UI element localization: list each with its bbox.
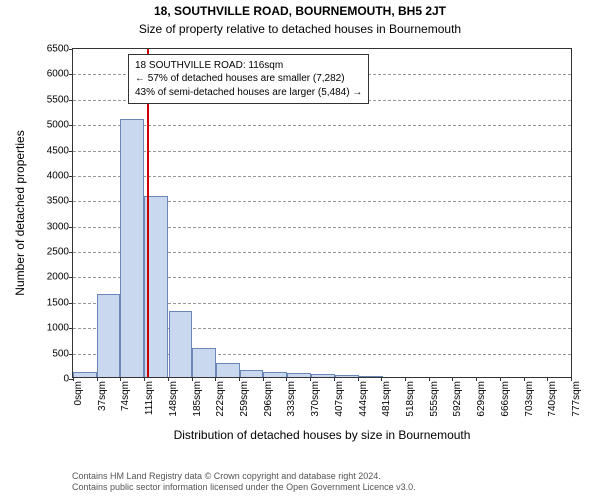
ytick-label: 4000 [47, 170, 69, 181]
annotation-box: 18 SOUTHVILLE ROAD: 116sqm← 57% of detac… [128, 54, 369, 105]
xtick-label: 111sqm [144, 381, 155, 415]
xtick-label: 666sqm [500, 381, 511, 417]
ytick-mark [69, 303, 73, 304]
ytick-mark [69, 151, 73, 152]
histogram-bar [240, 370, 264, 377]
histogram-bar [263, 372, 287, 377]
xtick-label: 629sqm [476, 381, 487, 417]
xtick-label: 74sqm [120, 381, 131, 411]
histogram-bar [287, 373, 311, 377]
histogram-bar [192, 348, 216, 377]
histogram-bar [169, 311, 193, 377]
ytick-label: 2500 [47, 247, 69, 258]
xtick-label: 0sqm [73, 381, 84, 405]
histogram-bar [359, 376, 383, 377]
histogram-bar [216, 363, 240, 377]
xtick-label: 777sqm [571, 381, 582, 417]
xtick-label: 370sqm [310, 381, 321, 417]
histogram-bar [73, 372, 97, 377]
ytick-label: 5500 [47, 94, 69, 105]
xtick-label: 37sqm [97, 381, 108, 411]
chart-title: 18, SOUTHVILLE ROAD, BOURNEMOUTH, BH5 2J… [0, 4, 600, 18]
ytick-mark [69, 252, 73, 253]
ytick-mark [69, 176, 73, 177]
xtick-label: 555sqm [429, 381, 440, 417]
ytick-mark [69, 354, 73, 355]
ytick-label: 2000 [47, 272, 69, 283]
xtick-label: 185sqm [192, 381, 203, 417]
histogram-bar [97, 294, 121, 377]
y-axis-label: Number of detached properties [13, 130, 27, 295]
ytick-label: 1500 [47, 297, 69, 308]
xtick-label: 481sqm [381, 381, 392, 417]
xtick-label: 740sqm [547, 381, 558, 417]
histogram-bar [335, 375, 359, 377]
ytick-label: 4500 [47, 145, 69, 156]
xtick-label: 592sqm [452, 381, 463, 417]
xtick-label: 444sqm [358, 381, 369, 417]
xtick-label: 222sqm [215, 381, 226, 417]
histogram-bar [311, 374, 335, 377]
xtick-label: 703sqm [524, 381, 535, 417]
ytick-label: 5000 [47, 120, 69, 131]
xtick-label: 148sqm [168, 381, 179, 417]
ytick-mark [69, 49, 73, 50]
xtick-label: 333sqm [286, 381, 297, 417]
annotation-line: 18 SOUTHVILLE ROAD: 116sqm [135, 59, 362, 73]
ytick-mark [69, 277, 73, 278]
footer-line-1: Contains HM Land Registry data © Crown c… [72, 471, 416, 483]
ytick-label: 0 [63, 374, 69, 385]
chart-subtitle: Size of property relative to detached ho… [0, 22, 600, 36]
ytick-mark [69, 74, 73, 75]
xtick-label: 407sqm [334, 381, 345, 417]
ytick-label: 6500 [47, 44, 69, 55]
footer-line-2: Contains public sector information licen… [72, 482, 416, 494]
ytick-mark [69, 201, 73, 202]
ytick-label: 3000 [47, 221, 69, 232]
ytick-mark [69, 227, 73, 228]
ytick-label: 6000 [47, 69, 69, 80]
x-axis-label: Distribution of detached houses by size … [174, 428, 471, 442]
ytick-label: 1000 [47, 323, 69, 334]
histogram-bar [120, 119, 144, 377]
annotation-line: ← 57% of detached houses are smaller (7,… [135, 72, 362, 86]
ytick-label: 500 [52, 348, 69, 359]
xtick-label: 259sqm [239, 381, 250, 417]
ytick-mark [69, 328, 73, 329]
annotation-line: 43% of semi-detached houses are larger (… [135, 86, 362, 100]
ytick-mark [69, 125, 73, 126]
xtick-label: 296sqm [263, 381, 274, 417]
xtick-label: 518sqm [405, 381, 416, 417]
plot-area: 0500100015002000250030003500400045005000… [72, 48, 572, 378]
attribution-footer: Contains HM Land Registry data © Crown c… [72, 471, 416, 494]
ytick-label: 3500 [47, 196, 69, 207]
ytick-mark [69, 100, 73, 101]
